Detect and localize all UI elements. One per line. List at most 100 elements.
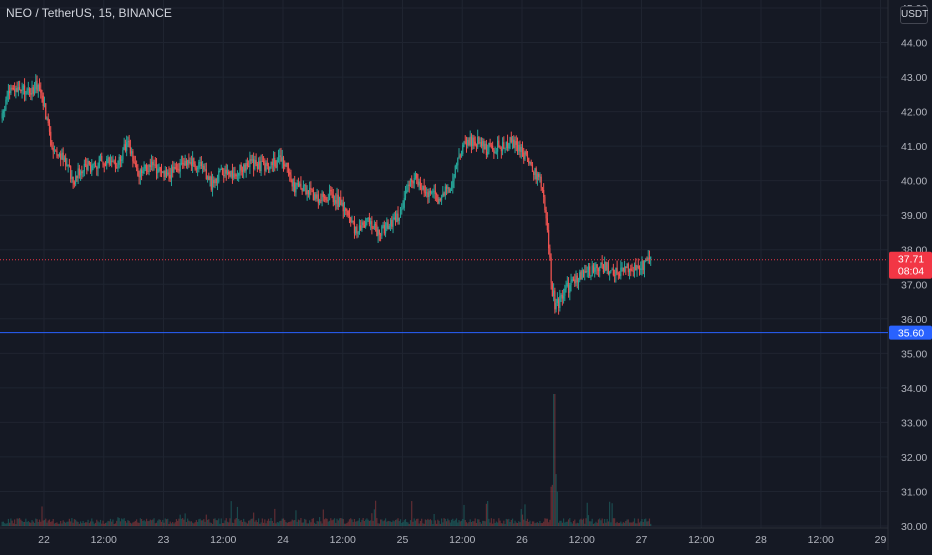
- volume-bar: [501, 523, 504, 526]
- candle-body: [15, 88, 17, 92]
- symbol-legend[interactable]: NEO / TetherUS, 15, BINANCE: [6, 6, 172, 20]
- volume-bar: [465, 522, 468, 526]
- volume-bar: [382, 521, 384, 526]
- candle-body: [258, 161, 260, 169]
- candle-body: [343, 208, 346, 212]
- volume-bar: [328, 520, 331, 526]
- candle-body: [650, 256, 652, 260]
- candle-body: [455, 165, 458, 167]
- volume-bar: [599, 518, 601, 526]
- price-tick-label: 36.00: [901, 314, 927, 326]
- volume-bar: [614, 518, 616, 526]
- candle-body: [407, 184, 409, 191]
- candle-body: [46, 118, 48, 120]
- candle-body: [159, 167, 161, 171]
- time-tick-label: 12:00: [210, 534, 236, 546]
- volume-bar: [82, 520, 84, 526]
- volume-bar: [45, 518, 47, 526]
- candle-body: [71, 176, 73, 179]
- candle-body: [561, 294, 563, 299]
- candle-body: [40, 88, 42, 93]
- candle-body: [312, 189, 314, 201]
- volume-bar: [628, 522, 631, 526]
- volume-bar: [36, 519, 38, 526]
- candle-body: [392, 219, 394, 227]
- volume-bar: [494, 522, 496, 526]
- volume-bar: [388, 521, 390, 526]
- volume-bar: [116, 520, 118, 526]
- volume-bar: [383, 520, 385, 526]
- volume-bar: [296, 521, 298, 526]
- volume-bar: [154, 523, 156, 526]
- candle-body: [220, 168, 222, 170]
- candle-body: [138, 175, 140, 178]
- candle-body: [310, 187, 312, 189]
- candle-body: [158, 167, 160, 169]
- candle-body: [642, 260, 644, 270]
- candle-body: [225, 169, 227, 174]
- candle-body: [286, 162, 288, 167]
- candle-body: [38, 84, 41, 89]
- volume-bar: [523, 519, 525, 526]
- volume-bar: [412, 521, 414, 526]
- volume-bar: [132, 522, 134, 526]
- volume-bar: [554, 394, 556, 526]
- volume-bar: [551, 484, 553, 526]
- volume-bar: [2, 521, 5, 526]
- candle-body: [641, 260, 643, 269]
- volume-bar: [195, 520, 197, 526]
- candle-body: [531, 164, 534, 172]
- candle-body: [121, 159, 123, 161]
- volume-bar: [615, 523, 617, 526]
- volume-bar: [365, 519, 367, 526]
- volume-bar: [122, 519, 124, 526]
- candle-body: [352, 220, 354, 222]
- volume-bar: [602, 523, 605, 526]
- candle-body: [10, 87, 12, 94]
- volume-bar: [1, 521, 3, 526]
- candle-body: [201, 165, 204, 167]
- volume-bar: [43, 520, 46, 526]
- volume-bar: [60, 520, 62, 526]
- candle-body: [188, 160, 190, 164]
- volume-bar: [470, 521, 473, 526]
- volume-bar: [250, 518, 252, 526]
- volume-bar: [438, 520, 440, 526]
- candle-body: [302, 185, 305, 192]
- candle-body: [32, 87, 34, 94]
- currency-button[interactable]: USDT: [900, 6, 928, 24]
- volume-bar: [434, 520, 436, 526]
- volume-bar: [214, 518, 216, 526]
- candle-body: [63, 157, 66, 161]
- candle-body: [332, 194, 334, 203]
- volume-bar: [228, 522, 230, 526]
- candle-body: [327, 199, 329, 202]
- volume-bar: [356, 521, 358, 526]
- candle-body: [68, 164, 70, 166]
- volume-bar: [121, 518, 123, 526]
- candle-body: [398, 217, 400, 221]
- time-tick-label: 12:00: [449, 534, 475, 546]
- volume-bar: [402, 521, 404, 526]
- candle-body: [361, 222, 363, 231]
- candle-body: [211, 179, 214, 190]
- last-price-label-bg: [889, 251, 932, 279]
- volume-bar: [643, 519, 646, 526]
- volume-bar: [46, 522, 48, 526]
- candle-body: [256, 164, 258, 169]
- candle-body: [234, 173, 236, 175]
- candle-body: [595, 264, 597, 268]
- volume-bar: [165, 519, 168, 526]
- volume-bar: [235, 517, 237, 526]
- volume-bar: [37, 521, 39, 526]
- candle-body: [528, 157, 530, 164]
- candle-body: [469, 136, 471, 146]
- candle-body: [60, 153, 62, 160]
- candle-body: [144, 164, 146, 169]
- price-tick-label: 34.00: [901, 383, 927, 395]
- candle-body: [192, 158, 194, 167]
- candle-body: [602, 264, 605, 273]
- volume-bar: [590, 521, 592, 526]
